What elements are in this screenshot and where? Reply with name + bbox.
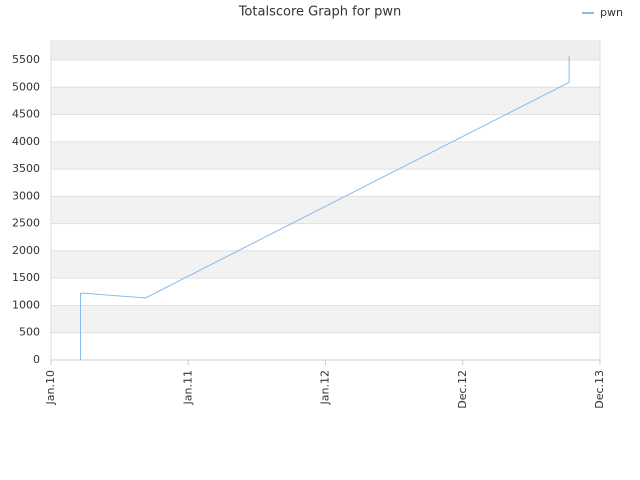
- y-tick-label: 500: [19, 326, 40, 339]
- series-line: [80, 55, 570, 360]
- x-tick-label: Dec.12: [456, 370, 469, 409]
- grid-band: [51, 141, 600, 170]
- x-tick-label: Jan.10: [44, 370, 57, 405]
- grid-band: [51, 196, 600, 224]
- grid-band: [51, 305, 600, 333]
- x-tick-label: Jan.11: [181, 370, 194, 405]
- y-tick-label: 1000: [12, 298, 40, 311]
- x-tick-label: Jan.12: [319, 370, 332, 405]
- chart-title: Totalscore Graph for pwn: [238, 5, 402, 20]
- y-tick-label: 5000: [12, 80, 40, 93]
- legend-label: pwn: [600, 6, 623, 19]
- y-tick-label: 2000: [12, 244, 40, 257]
- y-tick-label: 3500: [12, 162, 40, 175]
- grid-band: [51, 250, 600, 279]
- y-tick-label: 0: [33, 353, 40, 366]
- y-tick-label: 3000: [12, 189, 40, 202]
- y-tick-label: 4000: [12, 135, 40, 148]
- y-tick-label: 1500: [12, 271, 40, 284]
- grid-band: [51, 87, 600, 115]
- y-tick-label: 5500: [12, 53, 40, 66]
- y-tick-label: 4500: [12, 108, 40, 121]
- grid-band: [51, 40, 600, 61]
- x-tick-label: Dec.13: [593, 370, 606, 409]
- y-tick-label: 2500: [12, 217, 40, 230]
